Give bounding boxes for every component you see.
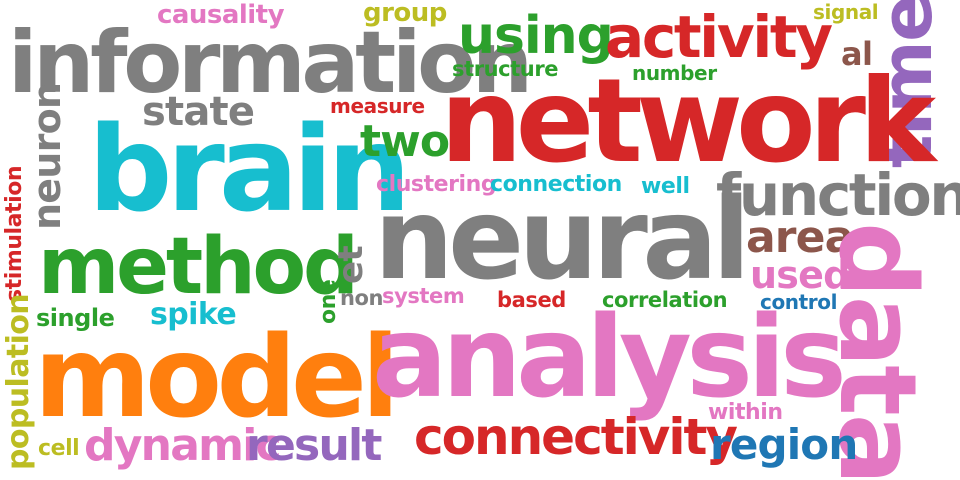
word-group: group [363, 0, 447, 28]
word-population: population [1, 293, 36, 470]
word-dynamic: dynamic [84, 420, 282, 471]
word-structure: structure [452, 57, 559, 81]
word-causality: causality [157, 0, 285, 30]
word-stimulation: stimulation [2, 165, 27, 302]
word-clustering: clustering [376, 172, 497, 197]
word-model: model [34, 313, 400, 443]
word-connection: connection [490, 172, 622, 197]
word-connectivity: connectivity [414, 408, 738, 466]
word-activity: activity [605, 3, 833, 71]
word-using: using [458, 6, 614, 66]
word-neural: neural [374, 175, 751, 305]
word-single: single [36, 304, 115, 332]
word-number: number [632, 61, 717, 85]
word-neuron: neuron [25, 82, 69, 230]
word-brain: brain [88, 100, 411, 238]
word-et: et [331, 246, 371, 284]
word-based: based [497, 288, 566, 312]
word-non: non [340, 286, 384, 310]
word-signal: signal [813, 0, 879, 24]
word-system: system [382, 284, 465, 308]
word-region: region [710, 420, 858, 469]
word-used: used [750, 253, 850, 297]
word-within: within [708, 400, 783, 425]
word-correlation: correlation [602, 288, 728, 312]
word-spike: spike [150, 297, 237, 332]
word-al: al [841, 35, 873, 73]
word-measure: measure [330, 94, 425, 118]
word-analysis: analysis [372, 293, 847, 423]
word-state: state [142, 89, 255, 135]
word-cell: cell [38, 436, 80, 461]
word-well: well [641, 174, 690, 199]
word-result: result [246, 420, 382, 471]
word-method: method [38, 222, 359, 312]
word-control: control [760, 290, 838, 314]
word-area: area [746, 212, 854, 263]
word-network: network [440, 54, 936, 189]
word-functional: functional [716, 161, 960, 229]
word-two: two [360, 116, 450, 167]
word-information: information [8, 13, 533, 113]
